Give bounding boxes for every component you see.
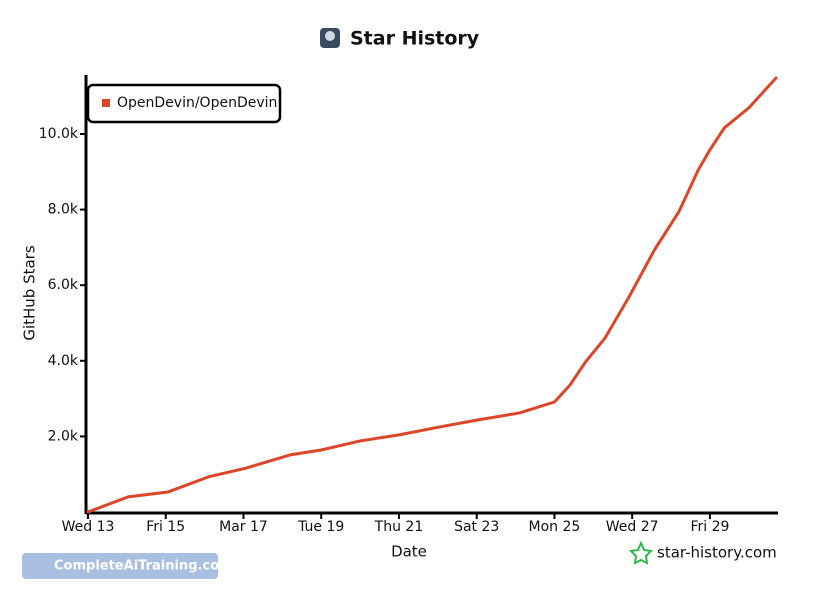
badge: CompleteAiTraining.com	[22, 553, 233, 579]
y-tick-label: 6.0k	[48, 277, 79, 293]
x-axis-label: Date	[391, 543, 427, 561]
x-tick-label: Thu 21	[374, 519, 424, 535]
x-tick-label: Fri 15	[146, 519, 185, 535]
brand-icon	[628, 540, 654, 565]
legend-box	[86, 83, 282, 124]
badge-text: CompleteAiTraining.com	[54, 559, 233, 574]
badge-bg	[22, 553, 218, 579]
x-tick-label: Wed 13	[62, 519, 115, 535]
y-tick-label: 2.0k	[48, 428, 79, 444]
y-tick-label: 10.0k	[39, 126, 79, 142]
x-tick-label: Mon 25	[529, 519, 581, 535]
brand-text: star-history.com	[657, 544, 777, 562]
x-tick-label: Mar 17	[219, 519, 268, 535]
x-tick-label: Wed 27	[606, 519, 659, 535]
x-tick-label: Sat 23	[454, 519, 499, 535]
legend-label: OpenDevin/OpenDevin	[117, 95, 277, 111]
legend-swatch	[102, 99, 110, 107]
x-tick-label: Tue 19	[297, 519, 344, 535]
title-icon	[320, 28, 340, 48]
y-axis-label: GitHub Stars	[21, 245, 39, 341]
y-tick-label: 8.0k	[48, 202, 79, 218]
y-tick-label: 4.0k	[48, 353, 79, 369]
chart-title: Star History	[350, 28, 480, 50]
x-tick-label: Fri 29	[690, 519, 729, 535]
series-line	[86, 76, 778, 514]
brand: star-history.com	[628, 540, 777, 565]
